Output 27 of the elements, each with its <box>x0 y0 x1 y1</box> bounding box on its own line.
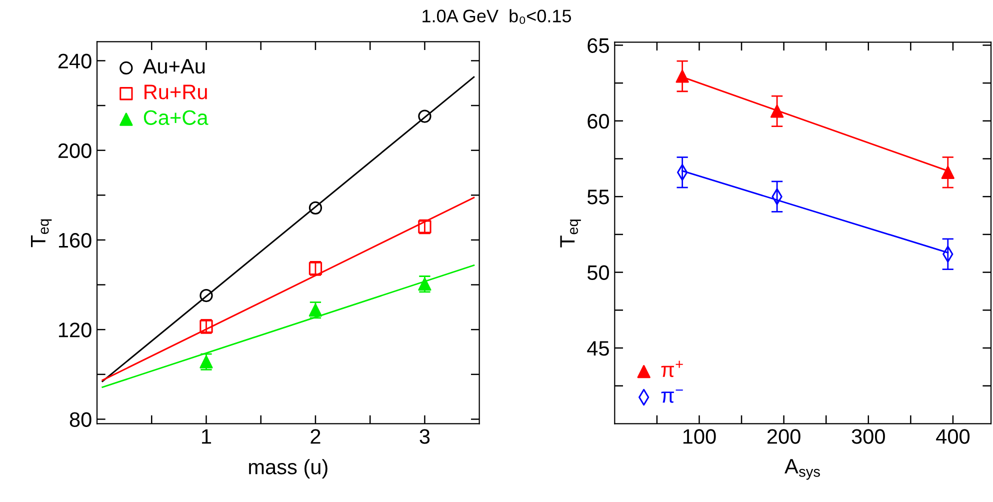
y-tick-label: 240 <box>58 54 92 68</box>
legend-label: Ru+Ru <box>144 84 207 100</box>
y-tick-label: 50 <box>587 265 609 280</box>
y-tick-label: 60 <box>588 114 609 129</box>
x-tick-label: 400 <box>936 429 970 444</box>
x-tick-label: 2 <box>310 429 320 444</box>
x-tick-label: 1 <box>202 429 212 444</box>
legend-label: π$^{+}$ <box>661 360 683 378</box>
legend-label: π$^{−}$ <box>661 390 683 403</box>
x-axis-title: A$_{sys}$ <box>784 459 820 480</box>
x-axis-title: mass (u) <box>249 459 328 478</box>
y-axis-title: T$_{eq}$ <box>560 220 581 248</box>
x-tick-label: 200 <box>767 429 800 444</box>
x-tick-label: 3 <box>420 429 430 444</box>
chart-title: 1.0A GeV b₀<0.15 <box>422 9 572 24</box>
y-tick-label: 45 <box>587 341 609 356</box>
legend-label: Au+Au <box>142 59 205 74</box>
y-tick-label: 120 <box>58 322 92 338</box>
y-tick-label: 160 <box>58 232 92 248</box>
y-axis-title: T$_{eq}$ <box>31 219 52 248</box>
y-tick-label: 65 <box>588 38 609 53</box>
x-tick-label: 300 <box>852 429 885 444</box>
y-tick-label: 200 <box>58 143 92 158</box>
y-tick-label: 80 <box>70 412 92 427</box>
x-tick-label: 100 <box>683 429 716 444</box>
y-tick-label: 55 <box>587 190 609 204</box>
legend-label: Ca+Ca <box>144 110 208 125</box>
